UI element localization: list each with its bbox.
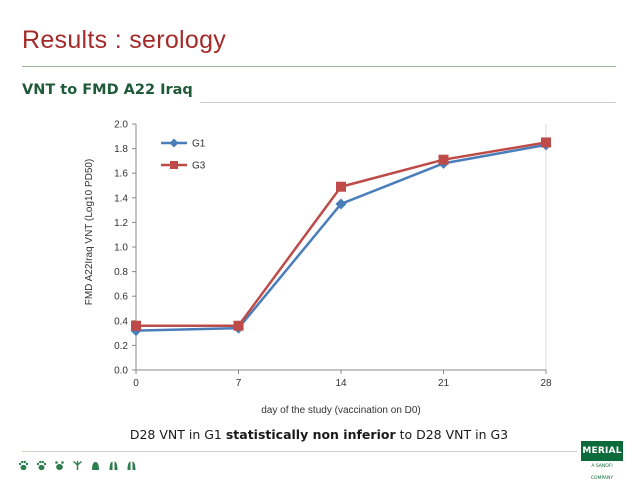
data-point-g3 — [131, 320, 141, 331]
page-title: Results : serology — [22, 26, 227, 54]
legend-marker-g1 — [169, 138, 179, 148]
conclusion-suffix: to D28 VNT in G3 — [395, 427, 509, 442]
x-tick-label: 21 — [438, 378, 450, 389]
x-tick-label: 7 — [236, 378, 242, 389]
x-tick-label: 14 — [335, 378, 347, 389]
y-tick-label: 0.2 — [114, 341, 128, 352]
legend-marker-g3 — [170, 161, 178, 169]
chart-subtitle: VNT to FMD A22 Iraq — [22, 82, 193, 98]
y-axis-label: FMD A22Iraq VNT (Log10 PD50) — [84, 159, 95, 306]
x-axis-label: day of the study (vaccination on D0) — [261, 405, 421, 416]
data-point-g3 — [233, 320, 244, 331]
data-point-g3 — [336, 181, 346, 192]
pig-icon — [108, 460, 119, 471]
subtitle-divider — [200, 102, 616, 103]
data-point-g3 — [541, 137, 551, 148]
species-icon-row — [18, 458, 137, 472]
paw-icon — [36, 460, 47, 471]
merial-logo: MERIAL A SANOFI COMPANY — [581, 441, 623, 481]
legend-label-g3: G3 — [192, 161, 206, 172]
y-tick-label: 1.8 — [114, 144, 128, 155]
conclusion-prefix: D28 VNT in G1 — [129, 427, 226, 442]
data-point-g3 — [438, 154, 449, 165]
y-tick-label: 0.8 — [114, 267, 128, 278]
legend-label-g1: G1 — [192, 139, 206, 150]
y-tick-label: 0.4 — [114, 316, 128, 327]
series-line-g1 — [135, 143, 547, 332]
sheep-icon — [126, 460, 137, 471]
x-tick-label: 0 — [133, 378, 139, 389]
logo-tagline: A SANOFI COMPANY — [590, 464, 614, 481]
data-point-g1 — [335, 198, 347, 210]
x-tick-label: 28 — [540, 378, 552, 389]
logo-wordmark: MERIAL — [581, 441, 623, 461]
paw-icon — [54, 460, 65, 471]
y-tick-label: 1.4 — [114, 193, 128, 204]
y-tick-label: 1.6 — [114, 169, 128, 180]
footer-divider — [22, 451, 577, 452]
y-tick-label: 1.2 — [114, 218, 128, 229]
conclusion-text: D28 VNT in G1 statistically non inferior… — [0, 427, 638, 442]
title-divider — [22, 66, 616, 67]
cow-icon — [90, 460, 101, 471]
conclusion-bold: statistically non inferior — [225, 427, 396, 442]
y-tick-label: 0.0 — [114, 366, 128, 377]
y-tick-label: 0.6 — [114, 292, 128, 303]
y-tick-label: 1.0 — [114, 243, 128, 254]
y-tick-label: 2.0 — [114, 120, 128, 131]
paw-icon — [18, 460, 29, 471]
bird-icon — [72, 460, 83, 471]
